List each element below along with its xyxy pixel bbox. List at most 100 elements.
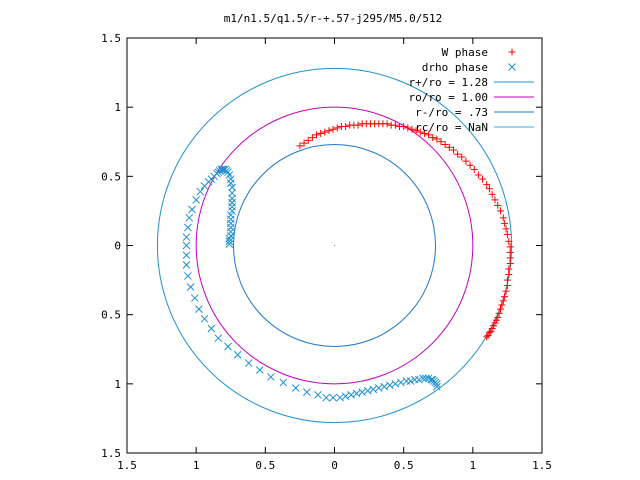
- drho-phase-point: [185, 213, 194, 222]
- w-phase-point: [506, 259, 514, 267]
- w-phase-point: [304, 136, 312, 144]
- legend-label: r-/ro = .73: [415, 106, 488, 119]
- cross-b: [225, 237, 234, 246]
- cross-b: [190, 294, 199, 302]
- cross-b: [267, 373, 275, 381]
- w-phase-point: [342, 123, 350, 131]
- cross-b: [185, 213, 194, 222]
- drho-phase-point: [369, 385, 378, 394]
- drho-phase-point: [228, 202, 236, 211]
- axis-ticks: 1.5 1 0.5 0 0.5 1 1.51.510.500.511.5: [101, 32, 552, 472]
- drho-phase-point: [195, 305, 203, 313]
- cross-b: [424, 374, 433, 383]
- cross-b: [336, 393, 344, 402]
- drho-phase-point: [402, 377, 411, 385]
- w-phase-point: [491, 196, 499, 204]
- cross-b: [195, 305, 203, 313]
- w-phase-point: [449, 146, 457, 154]
- drho-phase-point: [226, 231, 235, 240]
- w-phase-point: [420, 129, 428, 137]
- w-phase-point: [296, 142, 304, 150]
- x-tick-label: 1.5: [117, 459, 137, 472]
- cross-b: [184, 223, 192, 232]
- cross-b: [369, 385, 378, 394]
- drho-phase-point: [341, 392, 350, 401]
- w-phase-point: [485, 185, 493, 193]
- w-phase-point: [317, 129, 325, 137]
- cross-b: [226, 175, 235, 183]
- drho-phase-point: [182, 251, 191, 260]
- cross-b: [279, 378, 288, 387]
- w-phase-point: [474, 171, 482, 179]
- drho-phase-point: [196, 187, 205, 196]
- w-phase-point: [466, 161, 474, 169]
- drho-phase-point: [182, 261, 191, 269]
- cross-b: [341, 392, 350, 401]
- drho-phase-point: [184, 223, 192, 232]
- origin-dot: [333, 244, 336, 247]
- x-tick-label: 1.5: [532, 459, 552, 472]
- legend-label: drho phase: [422, 61, 488, 74]
- drho-phase-point: [322, 393, 331, 402]
- drho-phase-point: [228, 189, 236, 197]
- w-phase-point: [505, 271, 513, 279]
- cross-b: [433, 379, 441, 388]
- drho-phase-point: [363, 386, 372, 395]
- w-phase-point: [354, 121, 362, 129]
- w-phase-point: [454, 150, 462, 158]
- cross-b: [363, 386, 372, 395]
- w-phase-point: [333, 124, 341, 132]
- cross-b: [200, 314, 209, 323]
- w-phase-point: [391, 121, 399, 129]
- w-phase-point: [462, 157, 470, 165]
- w-phase-point: [425, 131, 433, 139]
- circle-rro: [156, 67, 513, 424]
- w-phase-point: [429, 134, 437, 142]
- w-phase-point: [502, 287, 510, 295]
- drho-phase-point: [200, 182, 209, 190]
- cross-b: [291, 384, 300, 392]
- w-phase-point: [488, 190, 496, 198]
- w-phase-point: [498, 301, 506, 309]
- cross-b: [427, 375, 436, 384]
- w-phase-point: [325, 127, 333, 135]
- drho-phase-point: [226, 211, 235, 219]
- cross-b: [200, 182, 209, 190]
- cross-b: [406, 377, 415, 385]
- drho-phase-point: [433, 379, 441, 388]
- drho-phase-point: [226, 227, 235, 236]
- drho-phase-point: [219, 165, 228, 174]
- drho-phase-point: [190, 294, 199, 302]
- drho-phase-point: [329, 393, 337, 402]
- drho-phase-point: [427, 375, 436, 384]
- drho-phase-point: [358, 388, 367, 396]
- y-tick-label: 1.5: [101, 447, 121, 460]
- cross-b: [225, 171, 234, 179]
- drho-phase-point: [279, 378, 288, 387]
- drho-phase-point: [182, 233, 191, 242]
- drho-phase-point: [188, 205, 196, 214]
- w-phase-point: [437, 138, 445, 146]
- drho-phase-point: [226, 215, 235, 224]
- cross-b: [374, 384, 383, 392]
- cross-b: [225, 240, 234, 248]
- cross-b: [186, 283, 195, 291]
- cross-b: [219, 165, 228, 174]
- cross-b: [385, 381, 394, 390]
- w-phase-point: [501, 219, 509, 227]
- cross-b: [391, 379, 400, 388]
- cross-b: [226, 211, 235, 219]
- drho-phase-point: [182, 241, 191, 250]
- w-phase-point: [494, 201, 502, 209]
- drho-phase-point: [336, 393, 344, 402]
- drho-phase-point: [228, 183, 236, 192]
- drho-phase-point: [184, 272, 192, 280]
- w-phase-point: [416, 128, 424, 136]
- drho-phase-point: [314, 391, 322, 399]
- drho-phase-point: [380, 382, 389, 391]
- phase-points: [182, 120, 514, 402]
- legend-label: W phase: [442, 46, 488, 59]
- w-phase-point: [502, 225, 510, 233]
- w-phase-point: [470, 165, 478, 173]
- drho-phase-point: [391, 379, 400, 388]
